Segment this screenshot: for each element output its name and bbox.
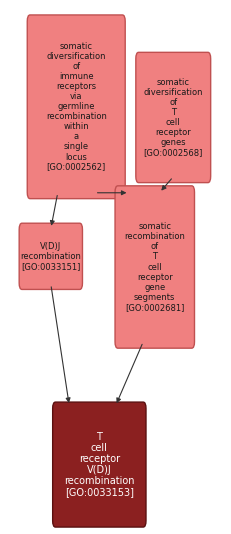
Text: somatic
diversification
of
immune
receptors
via
germline
recombination
within
a
: somatic diversification of immune recept… [46, 42, 107, 171]
FancyBboxPatch shape [115, 186, 195, 348]
FancyBboxPatch shape [27, 15, 125, 199]
Text: somatic
diversification
of
T
cell
receptor
genes
[GO:0002568]: somatic diversification of T cell recept… [143, 78, 203, 157]
FancyBboxPatch shape [53, 402, 146, 527]
Text: somatic
recombination
of
T
cell
receptor
gene
segments
[GO:0002681]: somatic recombination of T cell receptor… [124, 222, 185, 312]
FancyBboxPatch shape [19, 223, 82, 289]
Text: T
cell
receptor
V(D)J
recombination
[GO:0033153]: T cell receptor V(D)J recombination [GO:… [64, 431, 135, 498]
Text: V(D)J
recombination
[GO:0033151]: V(D)J recombination [GO:0033151] [20, 242, 81, 271]
FancyBboxPatch shape [136, 52, 211, 183]
